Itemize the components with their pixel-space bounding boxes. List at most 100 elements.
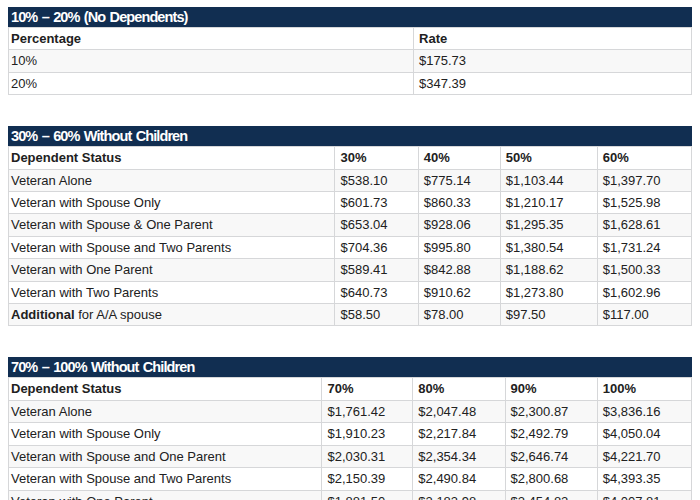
table-caption: 70% – 100% Without Children [8, 357, 692, 377]
table-row: Veteran with Spouse & One Parent$653.04$… [9, 214, 692, 236]
header-row: Dependent Status70%80%90%100% [9, 378, 692, 400]
rate-value: $2,047.48 [413, 400, 505, 422]
rate-value: $1,103.44 [500, 169, 597, 191]
rate-value: $1,910.23 [322, 423, 413, 445]
rate-value: $601.73 [335, 192, 418, 214]
rate-value: $910.62 [418, 281, 500, 303]
table-row: Veteran with Spouse Only$1,910.23$2,217.… [9, 423, 692, 445]
table-row: Veteran with Spouse and Two Parents$2,15… [9, 468, 692, 490]
rate-value: $1,500.33 [597, 259, 691, 281]
rate-value: $1,628.61 [597, 214, 691, 236]
table-caption: 10% – 20% (No Dependents) [8, 7, 692, 27]
rate-value: $1,761.42 [322, 400, 413, 422]
rate-value: $2,354.34 [413, 445, 505, 467]
rate-value: $1,295.35 [500, 214, 597, 236]
rate-value: $117.00 [597, 304, 691, 326]
rate-value: $2,030.31 [322, 445, 413, 467]
rate-value: $775.14 [418, 169, 500, 191]
rate-value: $1,210.17 [500, 192, 597, 214]
rate-value: $928.06 [418, 214, 500, 236]
rate-value: $2,492.79 [505, 423, 597, 445]
table-row: 20%$347.39 [9, 72, 692, 94]
column-header: Rate [414, 28, 692, 50]
rate-value: $3,836.16 [597, 400, 691, 422]
rate-value: $1,881.50 [322, 490, 413, 500]
table-caption: 30% – 60% Without Children [8, 126, 692, 146]
column-header: 70% [322, 378, 413, 400]
rate-value: $4,007.81 [597, 490, 691, 500]
rates-table-10-20: PercentageRate 10%$175.7320%$347.39 [8, 27, 692, 95]
rate-value: $2,646.74 [505, 445, 597, 467]
header-row: PercentageRate [9, 28, 692, 50]
row-label: Veteran with Spouse and Two Parents [9, 236, 335, 258]
rate-value: $347.39 [414, 72, 692, 94]
rate-value: $1,397.70 [597, 169, 691, 191]
rates-table-70-100: Dependent Status70%80%90%100% Veteran Al… [8, 377, 692, 500]
row-label: 10% [9, 50, 414, 72]
table-row: Veteran Alone$1,761.42$2,047.48$2,300.87… [9, 400, 692, 422]
column-header: 60% [597, 147, 691, 169]
table-section-10-20: 10% – 20% (No Dependents) PercentageRate… [8, 7, 692, 95]
rate-value: $2,183.98 [413, 490, 505, 500]
rate-value: $2,454.82 [505, 490, 597, 500]
table-row: Veteran Alone$538.10$775.14$1,103.44$1,3… [9, 169, 692, 191]
row-label: Veteran with Spouse and Two Parents [9, 468, 322, 490]
table-row: 10%$175.73 [9, 50, 692, 72]
rate-value: $1,602.96 [597, 281, 691, 303]
table-row: Additional for A/A spouse$58.50$78.00$97… [9, 304, 692, 326]
rate-value: $175.73 [414, 50, 692, 72]
rate-value: $860.33 [418, 192, 500, 214]
rate-value: $1,188.62 [500, 259, 597, 281]
table-row: Veteran with One Parent$589.41$842.88$1,… [9, 259, 692, 281]
table-section-70-100: 70% – 100% Without Children Dependent St… [8, 357, 692, 500]
row-label: Veteran with Spouse Only [9, 423, 322, 445]
rate-value: $2,800.68 [505, 468, 597, 490]
column-header: Dependent Status [9, 378, 322, 400]
rate-value: $995.80 [418, 236, 500, 258]
rate-value: $2,300.87 [505, 400, 597, 422]
table-row: Veteran with Spouse and Two Parents$704.… [9, 236, 692, 258]
column-header: 50% [500, 147, 597, 169]
rate-value: $1,525.98 [597, 192, 691, 214]
row-label: Veteran with Spouse & One Parent [9, 214, 335, 236]
rate-value: $640.73 [335, 281, 418, 303]
table-row: Veteran with One Parent$1,881.50$2,183.9… [9, 490, 692, 500]
table-row: Veteran with Spouse Only$601.73$860.33$1… [9, 192, 692, 214]
column-header: 80% [413, 378, 505, 400]
rate-value: $2,490.84 [413, 468, 505, 490]
column-header: Percentage [9, 28, 414, 50]
rate-value: $2,150.39 [322, 468, 413, 490]
row-label: Veteran with One Parent [9, 259, 335, 281]
rate-value: $1,273.80 [500, 281, 597, 303]
compensation-rate-tables: 10% – 20% (No Dependents) PercentageRate… [0, 0, 700, 500]
rate-value: $1,731.24 [597, 236, 691, 258]
rate-value: $78.00 [418, 304, 500, 326]
row-label: Veteran Alone [9, 400, 322, 422]
column-header: 40% [418, 147, 500, 169]
rate-value: $589.41 [335, 259, 418, 281]
column-header: 30% [335, 147, 418, 169]
row-label: Additional for A/A spouse [9, 304, 335, 326]
rate-value: $97.50 [500, 304, 597, 326]
row-label: Veteran with Two Parents [9, 281, 335, 303]
column-header: Dependent Status [9, 147, 335, 169]
row-label: Veteran with Spouse and One Parent [9, 445, 322, 467]
rate-value: $704.36 [335, 236, 418, 258]
rate-value: $653.04 [335, 214, 418, 236]
table-row: Veteran with Spouse and One Parent$2,030… [9, 445, 692, 467]
row-label: 20% [9, 72, 414, 94]
table-row: Veteran with Two Parents$640.73$910.62$1… [9, 281, 692, 303]
rate-value: $1,380.54 [500, 236, 597, 258]
row-label: Veteran with Spouse Only [9, 192, 335, 214]
table-section-30-60: 30% – 60% Without Children Dependent Sta… [8, 126, 692, 326]
rate-value: $2,217.84 [413, 423, 505, 445]
header-row: Dependent Status30%40%50%60% [9, 147, 692, 169]
row-label: Veteran Alone [9, 169, 335, 191]
row-label: Veteran with One Parent [9, 490, 322, 500]
rate-value: $58.50 [335, 304, 418, 326]
rates-table-30-60: Dependent Status30%40%50%60% Veteran Alo… [8, 146, 692, 326]
rate-value: $538.10 [335, 169, 418, 191]
rate-value: $842.88 [418, 259, 500, 281]
rate-value: $4,393.35 [597, 468, 691, 490]
rate-value: $4,221.70 [597, 445, 691, 467]
